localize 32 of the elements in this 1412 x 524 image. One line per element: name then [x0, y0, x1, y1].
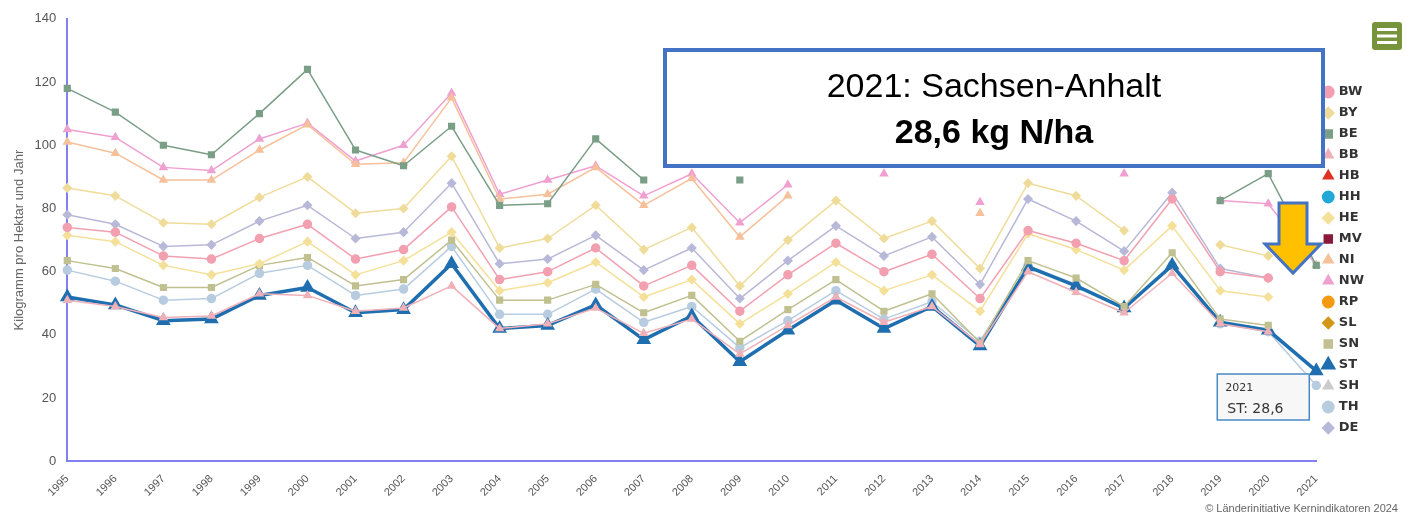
y-tick-label: 100 [34, 136, 57, 152]
legend-label: BB [1338, 146, 1359, 162]
callout-box: 2021: Sachsen-Anhalt 28,6 kg N/ha [663, 48, 1325, 168]
legend-label: HE [1338, 209, 1359, 225]
y-tick-label: 140 [34, 10, 57, 26]
annotation: ST: 28,6 [1227, 399, 1284, 416]
legend-label: BW [1338, 83, 1363, 99]
legend-label: DE [1338, 419, 1359, 435]
legend-label: ST [1338, 356, 1358, 372]
y-tick-label: 80 [41, 200, 57, 216]
legend-label: SL [1338, 314, 1357, 330]
legend-label: BE [1338, 125, 1358, 141]
annotation: 28,6 kg N/ha [894, 111, 1094, 152]
legend-label: HH [1338, 188, 1361, 204]
category-label: 2021 [1225, 380, 1254, 394]
legend-label: NW [1338, 272, 1365, 288]
text: © Länderinitiative Kernindikatoren 2024 [1205, 501, 1398, 514]
y-tick-label: 20 [41, 389, 57, 405]
annotation: 2021: Sachsen-Anhalt [826, 65, 1162, 106]
legend-label: HB [1338, 167, 1360, 183]
legend-label: NI [1338, 251, 1355, 267]
y-tick-label: 60 [41, 263, 57, 279]
y-tick-label: 40 [41, 326, 57, 342]
legend-label: RP [1338, 293, 1359, 309]
legend-label: TH [1338, 398, 1359, 414]
legend-label: BY [1338, 104, 1358, 120]
legend-label: SN [1338, 335, 1360, 351]
legend-label: SH [1338, 377, 1360, 393]
y-tick-label: 120 [34, 73, 57, 89]
legend-label: MV [1338, 230, 1362, 246]
y-tick-label: 0 [49, 452, 57, 468]
y-axis-title: Kilogramm pro Hektar und Jahr [11, 149, 27, 331]
